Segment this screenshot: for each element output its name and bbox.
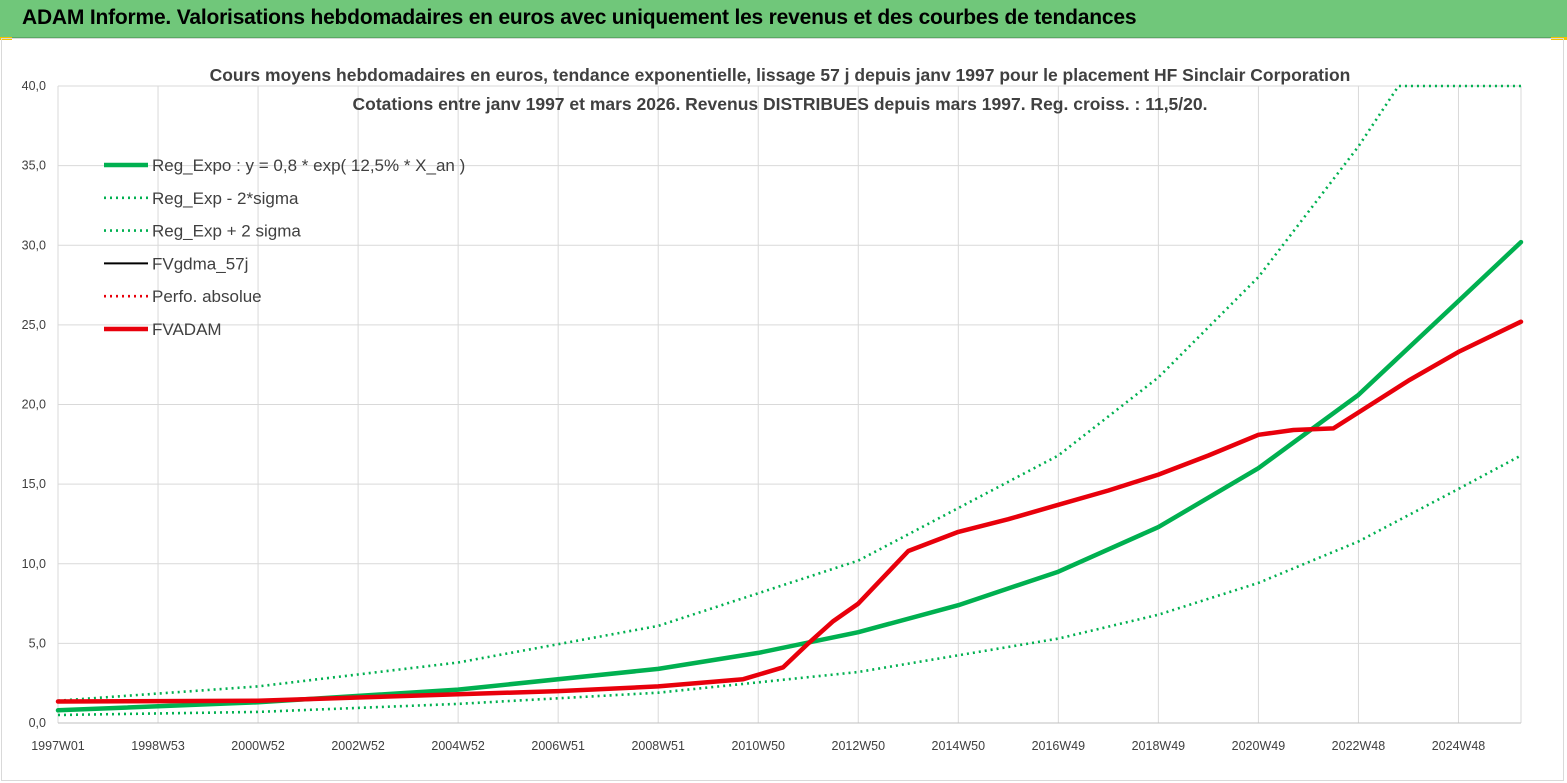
chart-legend: Reg_Expo : y = 0,8 * exp( 12,5% * X_an )…	[104, 156, 465, 339]
y-tick-label: 20,0	[22, 398, 46, 412]
x-tick-label: 2012W50	[832, 739, 886, 753]
y-tick-label: 25,0	[22, 318, 46, 332]
x-tick-label: 2010W50	[731, 739, 785, 753]
series-layer	[55, 84, 1524, 717]
y-tick-label: 35,0	[22, 159, 46, 173]
y-tick-label: 15,0	[22, 477, 46, 491]
series-line-5	[55, 319, 1524, 704]
series-line-1	[57, 454, 1522, 717]
x-tick-label: 2020W49	[1232, 739, 1286, 753]
x-tick-label: 2002W52	[331, 739, 385, 753]
chart-frame	[1, 38, 1564, 781]
series-line-2	[57, 84, 1521, 702]
legend-label: Reg_Expo : y = 0,8 * exp( 12,5% * X_an )	[152, 156, 465, 175]
axis-layer: 0,0 5,0 10,0 15,0 20,0 25,0 30,0 35,0 40,0 1997W0…	[22, 79, 1521, 753]
report-header: ADAM Informe. Valorisations hebdomadaire…	[0, 0, 1567, 38]
legend-label: Reg_Exp + 2 sigma	[152, 222, 301, 241]
x-tick-label: 2024W48	[1432, 739, 1486, 753]
x-tick-label: 2022W48	[1332, 739, 1386, 753]
x-tick-label: 2014W50	[932, 739, 986, 753]
grid-layer	[57, 85, 1522, 724]
legend-label: FVgdma_57j	[152, 254, 248, 273]
legend-label: Reg_Exp - 2*sigma	[152, 189, 299, 208]
x-tick-label: 1998W53	[131, 739, 185, 753]
legend-label: Perfo. absolue	[152, 287, 262, 306]
x-tick-label: 2008W51	[631, 739, 685, 753]
y-tick-label: 10,0	[22, 557, 46, 571]
y-tick-label: 30,0	[22, 238, 46, 252]
chart-title-line-1: Cours moyens hebdomadaires en euros, ten…	[210, 65, 1351, 85]
y-tick-label: 40,0	[22, 79, 46, 93]
x-tick-label: 2016W49	[1032, 739, 1086, 753]
x-tick-label: 2000W52	[231, 739, 285, 753]
page-title: ADAM Informe. Valorisations hebdomadaire…	[22, 6, 1137, 29]
x-tick-label: 2006W51	[531, 739, 585, 753]
chart-title-line-2: Cotations entre janv 1997 et mars 2026. …	[353, 94, 1208, 114]
x-tick-label: 1997W01	[31, 739, 85, 753]
legend-label: FVADAM	[152, 320, 222, 339]
y-tick-label: 5,0	[29, 636, 46, 650]
y-tick-label: 0,0	[29, 716, 46, 730]
series-line-0	[55, 239, 1524, 713]
x-tick-label: 2018W49	[1132, 739, 1186, 753]
x-tick-label: 2004W52	[431, 739, 485, 753]
